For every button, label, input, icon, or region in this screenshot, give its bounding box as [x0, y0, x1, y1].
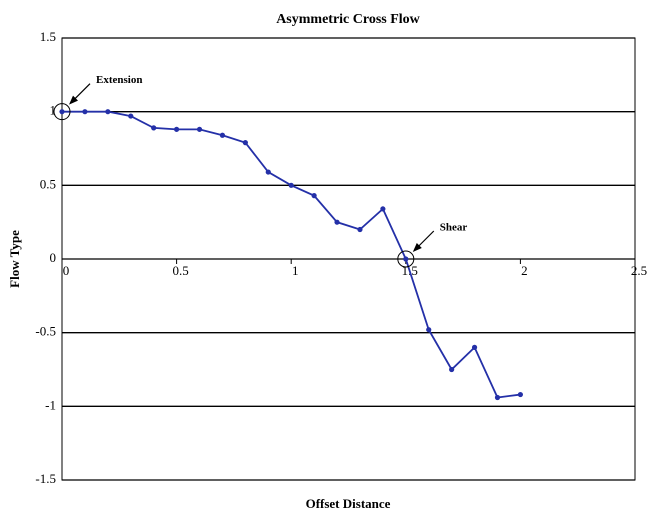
- annotation-circle: [53, 103, 71, 121]
- y-tick-label: 0: [50, 250, 57, 265]
- y-tick-label: -1.5: [35, 471, 56, 486]
- y-tick-label: 1: [50, 103, 57, 118]
- data-point: [151, 125, 157, 131]
- x-tick-label: 2: [521, 263, 528, 278]
- data-point: [128, 113, 134, 119]
- annotation-text: Shear: [440, 222, 468, 234]
- data-point: [449, 366, 455, 373]
- data-point: [311, 193, 317, 199]
- x-tick-label: 1: [292, 263, 299, 278]
- data-point: [196, 126, 203, 132]
- annotation-circle: [397, 250, 415, 268]
- y-axis-label: Flow Type: [7, 230, 22, 288]
- annotation-arrowhead: [69, 95, 78, 105]
- annotation-text: Extension: [96, 74, 142, 86]
- data-point: [357, 226, 363, 233]
- x-axis-label: Offset Distance: [306, 496, 391, 511]
- data-point: [105, 109, 111, 115]
- data-point: [334, 219, 340, 225]
- y-tick-label: 0.5: [40, 176, 56, 191]
- x-tick-label: 2.5: [631, 263, 647, 278]
- data-point: [517, 391, 524, 398]
- data-point: [242, 140, 248, 146]
- data-point: [82, 109, 88, 115]
- annotation-arrowhead: [412, 243, 422, 252]
- data-point: [380, 206, 386, 212]
- data-point: [59, 109, 65, 115]
- data-point: [494, 394, 501, 401]
- x-tick-label: 0: [63, 263, 70, 278]
- data-point: [265, 169, 271, 175]
- data-point: [174, 126, 180, 132]
- data-line: [62, 110, 521, 399]
- y-tick-label: -0.5: [35, 324, 56, 339]
- data-point: [288, 182, 294, 188]
- data-point: [426, 327, 432, 333]
- x-tick-label: 0.5: [172, 263, 188, 278]
- data-point: [219, 132, 226, 138]
- y-tick-label: -1: [45, 397, 56, 412]
- data-point: [471, 344, 478, 350]
- data-point: [403, 256, 409, 262]
- chart-title: Asymmetric Cross Flow: [276, 12, 420, 27]
- y-tick-label: 1.5: [40, 29, 56, 44]
